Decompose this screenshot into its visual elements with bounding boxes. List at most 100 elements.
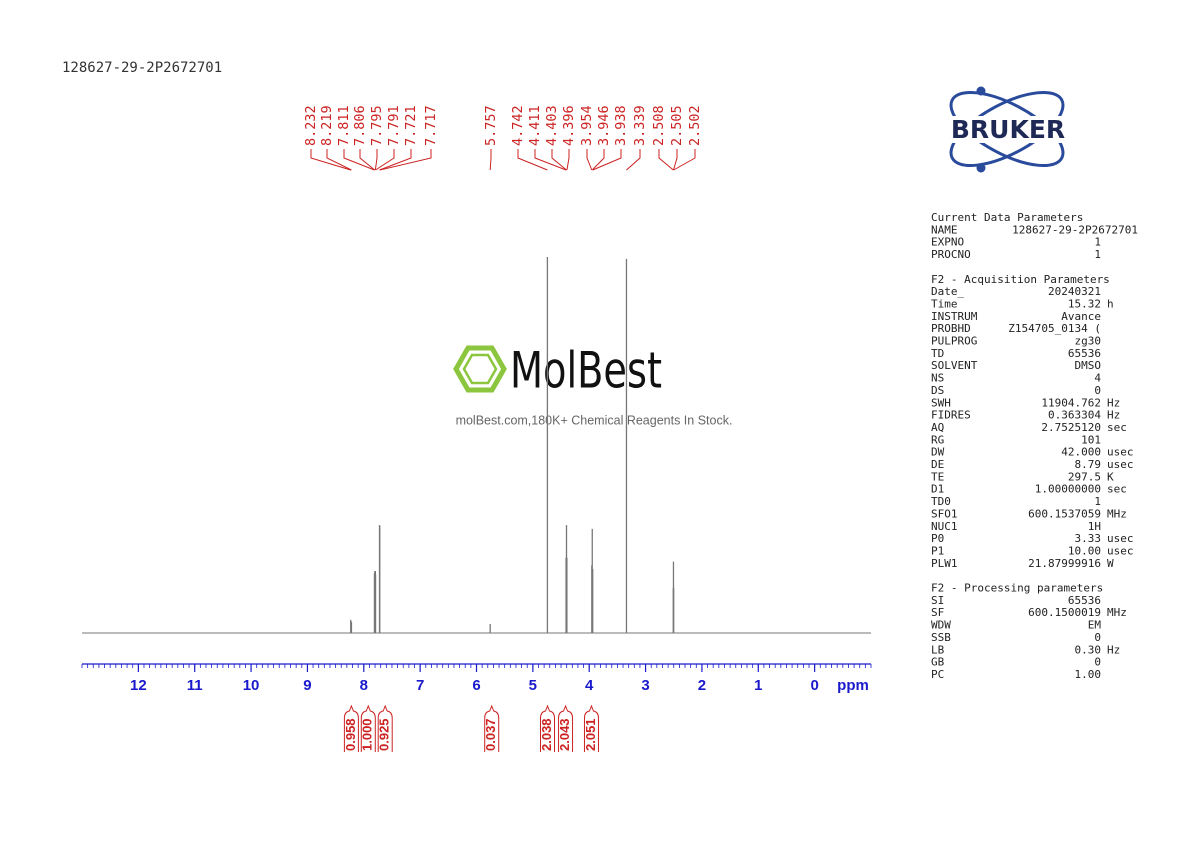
- param-key: PC: [931, 668, 944, 681]
- section-heading: F2 - Processing parameters: [931, 582, 1103, 595]
- peak-label: 4.742: [510, 105, 526, 146]
- peak-label: 8.219: [319, 105, 335, 146]
- peak-leader: [359, 149, 376, 171]
- param-key: NUC1: [931, 520, 958, 533]
- param-key: PROBHD: [931, 322, 971, 335]
- logo-orbit: [949, 90, 1065, 168]
- param-key: TD: [931, 347, 944, 360]
- param-unit: h: [1107, 297, 1114, 310]
- param-value: 600.1500019: [1028, 606, 1101, 619]
- x-tick-label: 6: [472, 677, 480, 694]
- peak-leader: [566, 149, 570, 171]
- peak-leader: [326, 149, 352, 171]
- param-value: 1: [1094, 248, 1101, 261]
- param-value: 0: [1094, 384, 1101, 397]
- x-tick-label: 7: [416, 677, 424, 694]
- param-unit: K: [1107, 470, 1114, 483]
- peak-label: 3.938: [613, 105, 629, 146]
- param-unit: usec: [1107, 446, 1134, 459]
- watermark: MolBest molBest.com,180K+ Chemical Reage…: [453, 342, 733, 427]
- param-value: 10.00: [1068, 544, 1101, 557]
- integral-label: 0.925: [377, 718, 392, 751]
- x-tick-label: 11: [187, 677, 203, 694]
- peak-leader: [586, 149, 593, 171]
- param-key: P1: [931, 544, 944, 557]
- peak-leader: [672, 149, 678, 171]
- param-key: DW: [931, 446, 945, 459]
- param-value: 0.363304: [1048, 409, 1101, 422]
- peak-leader: [673, 149, 696, 171]
- param-key: D1: [931, 483, 944, 496]
- x-tick-label: 0: [810, 677, 818, 694]
- section-heading: Current Data Parameters: [931, 211, 1083, 224]
- integral-bracket: [484, 704, 500, 752]
- param-unit: Hz: [1107, 409, 1120, 422]
- peak-label: 7.791: [386, 105, 402, 146]
- param-key: Date_: [931, 285, 964, 298]
- integral-bracket: [377, 704, 393, 752]
- peak-leader: [489, 149, 492, 171]
- param-unit: usec: [1107, 544, 1134, 557]
- peak-label: 3.339: [632, 105, 648, 146]
- x-tick-label: 3: [641, 677, 649, 694]
- peak-leader: [375, 149, 395, 171]
- logo-orbit: [949, 90, 1065, 168]
- param-unit: sec: [1107, 421, 1127, 434]
- param-key: SF: [931, 606, 944, 619]
- param-key: SFO1: [931, 507, 958, 520]
- logo-backdrop: [925, 116, 1091, 143]
- integral-label: 0.958: [343, 718, 358, 751]
- param-key: LB: [931, 643, 945, 656]
- x-tick-label: 5: [529, 677, 537, 694]
- param-value: 21.87999916: [1028, 557, 1101, 570]
- integral-bracket: [583, 704, 599, 752]
- peak-leader: [374, 149, 378, 171]
- param-value: 1.00000000: [1035, 483, 1101, 496]
- section-heading: F2 - Acquisition Parameters: [931, 273, 1110, 286]
- param-value: 0.30: [1075, 643, 1102, 656]
- param-key: WDW: [931, 619, 951, 632]
- integral-label: 2.043: [557, 718, 572, 751]
- param-value: 1H: [1088, 520, 1101, 533]
- param-key: RG: [931, 433, 944, 446]
- param-value: 11904.762: [1041, 396, 1101, 409]
- peak-label: 3.954: [579, 105, 595, 146]
- param-unit: usec: [1107, 532, 1134, 545]
- benzene-icon: [453, 345, 507, 393]
- x-tick-label: 2: [698, 677, 706, 694]
- integral-bracket: [360, 704, 376, 752]
- peak-label: 7.717: [423, 105, 439, 146]
- param-value: zg30: [1075, 335, 1102, 348]
- peak-label: 3.946: [596, 105, 612, 146]
- param-key: FIDRES: [931, 409, 971, 422]
- param-value: 1: [1094, 495, 1101, 508]
- param-unit: W: [1107, 557, 1114, 570]
- param-value: 101: [1081, 433, 1101, 446]
- param-value: Avance: [1061, 310, 1101, 323]
- param-unit: sec: [1107, 483, 1127, 496]
- param-value: 15.32: [1068, 297, 1101, 310]
- peak-leader: [379, 149, 432, 171]
- peak-leader: [551, 149, 567, 171]
- param-value: 20240321: [1048, 285, 1101, 298]
- integral-label: 2.051: [583, 718, 598, 751]
- param-key: PLW1: [931, 557, 958, 570]
- spectrum-title: 128627-29-2P2672701: [62, 60, 222, 76]
- param-value: 297.5: [1068, 470, 1101, 483]
- peak-leader: [379, 149, 412, 171]
- param-value: 600.1537059: [1028, 507, 1101, 520]
- param-key: NS: [931, 372, 944, 385]
- param-value: 128627-29-2P2672701: [1012, 223, 1138, 236]
- param-unit: Hz: [1107, 643, 1120, 656]
- peak-leader: [343, 149, 375, 171]
- param-key: TE: [931, 470, 944, 483]
- param-key: SOLVENT: [931, 359, 978, 372]
- param-key: GB: [931, 656, 945, 669]
- param-key: INSTRUM: [931, 310, 978, 323]
- benzene-icon-inner: [462, 353, 498, 385]
- watermark-tagline: molBest.com,180K+ Chemical Reagents In S…: [456, 413, 733, 427]
- integral-bracket: [343, 704, 359, 752]
- integral-bracket: [558, 704, 574, 752]
